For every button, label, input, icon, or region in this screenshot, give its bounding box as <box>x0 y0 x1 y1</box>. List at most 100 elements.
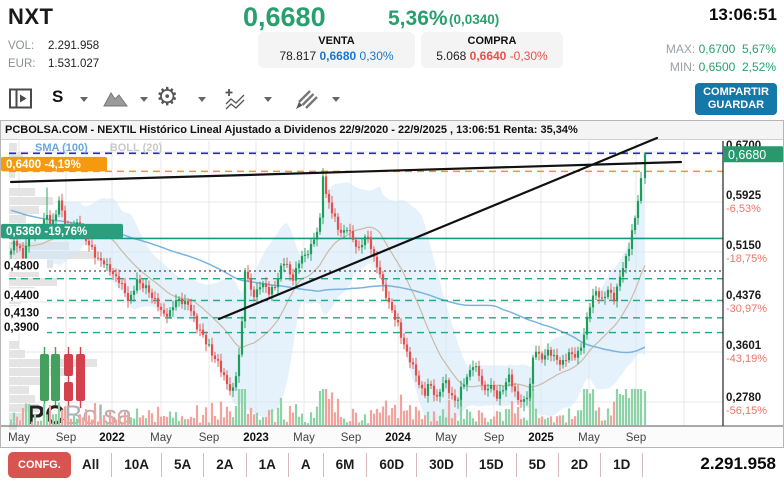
max-label: MAX: <box>665 42 696 56</box>
right-axis: 0,67000,5925-6,53%0,5150-18,75%0,4376-30… <box>726 140 767 417</box>
x-axis-strip <box>1 426 783 447</box>
vol-value: 2.291.958 <box>48 40 100 52</box>
add-indicator-icon[interactable] <box>224 88 250 117</box>
period-separator <box>465 453 467 477</box>
right-axis-percent: -18,75% <box>726 253 767 265</box>
settings-caret-icon[interactable] <box>198 97 206 102</box>
save-label: GUARDAR <box>707 99 765 111</box>
period-button-10a[interactable]: 10A <box>124 457 150 472</box>
chart-title: PCBOLSA.COM - NEXTIL Histórico Lineal Aj… <box>1 121 783 140</box>
bottom-bar: CONFG. All 10A 5A 2A 1A A 6M 60D 30D 15D 5D 2D 1D 2.… <box>0 448 784 483</box>
max-row: MAX: 0,6700 5,67% <box>666 42 776 56</box>
period-button-a[interactable]: A <box>300 457 311 472</box>
right-axis-value: 0,4376 <box>726 290 761 302</box>
x-tick-label: Sep <box>484 432 504 444</box>
x-tick-label: 2025 <box>528 432 554 444</box>
max-percent: 5,67% <box>741 42 776 56</box>
panel-toggle-icon[interactable] <box>8 86 34 117</box>
share-label: COMPARTIR <box>703 86 769 98</box>
period-separator <box>111 453 113 477</box>
period-button-1d[interactable]: 1D <box>613 457 631 472</box>
indicator-caret-icon[interactable] <box>264 97 272 102</box>
price-level-labels: 0,6400 -4,19% 0,5360 -19,76% 0,4800 0,4400 0… <box>1 156 123 334</box>
ask-quantity: 5.068 <box>436 49 467 63</box>
period-button-2a[interactable]: 2A <box>216 457 234 472</box>
period-separator <box>287 453 289 477</box>
period-button-60d[interactable]: 60D <box>379 457 405 472</box>
session-volume: 2.291.958 <box>700 454 776 473</box>
ask-title: COMPRA <box>467 35 517 47</box>
draw-pencil-icon[interactable] <box>292 87 320 116</box>
x-tick-label: May <box>578 432 600 444</box>
period-button-all[interactable]: All <box>82 457 100 472</box>
eur-value: 1.531.027 <box>48 58 100 70</box>
period-separator <box>557 453 559 477</box>
price-level-label: 0,4130 <box>4 307 39 319</box>
eur-row: EUR: 1.531.027 <box>8 58 99 70</box>
bid-quantity: 78.817 <box>279 49 317 63</box>
period-separator <box>245 453 247 477</box>
price-level-label: 0,4800 <box>4 261 39 273</box>
x-tick-label: May <box>435 432 457 444</box>
timeframe-button[interactable]: S <box>52 87 64 106</box>
x-tick-label: Sep <box>199 432 219 444</box>
bid-title: VENTA <box>318 35 355 47</box>
bid-percent: 0,30% <box>359 49 394 63</box>
period-separator <box>161 453 163 477</box>
ticker-symbol: NXT <box>8 4 54 29</box>
settings-gear-icon[interactable]: ⚙ <box>156 83 179 111</box>
period-button-5a[interactable]: 5A <box>174 457 192 472</box>
x-tick-label: May <box>293 432 315 444</box>
legend-boll: BOLL (20) <box>109 142 163 154</box>
min-percent: 2,52% <box>741 60 776 74</box>
bollinger-mid-line <box>10 224 646 388</box>
x-tick-label: Sep <box>56 432 76 444</box>
period-separator <box>642 453 644 477</box>
eur-label: EUR: <box>8 58 36 70</box>
right-axis-value: 0,5925 <box>726 190 762 202</box>
min-value: 0,6500 <box>698 60 736 74</box>
chart-container: PCBOLSA.COM - NEXTIL Histórico Lineal Aj… <box>0 120 784 448</box>
period-button-5d[interactable]: 5D <box>528 457 546 472</box>
x-tick-label: 2022 <box>99 432 125 444</box>
right-axis-value: 0,3601 <box>726 340 762 352</box>
period-button-2d[interactable]: 2D <box>570 457 589 472</box>
current-price-marker: 0,6680 <box>723 146 783 163</box>
timeframe-caret-icon[interactable] <box>80 97 88 102</box>
chart-type-caret-icon[interactable] <box>140 97 148 102</box>
alarm-label: 0,6400 -4,19% <box>6 159 81 171</box>
config-button[interactable]: CONFG. <box>8 452 71 478</box>
chart-type-icon[interactable] <box>102 86 130 115</box>
current-price-label: 0,6680 <box>728 148 766 162</box>
period-button-15d[interactable]: 15D <box>478 457 504 472</box>
right-axis-value: 0,5150 <box>726 240 761 252</box>
period-button-1a[interactable]: 1A <box>258 457 276 472</box>
vol-label: VOL: <box>8 40 35 52</box>
x-tick-label: Sep <box>626 432 646 444</box>
bid-price: 0,6680 <box>319 49 357 63</box>
legend-sma: SMA (100) <box>35 142 88 154</box>
price-level-label: 0,4400 <box>4 290 39 302</box>
share-save-button[interactable]: COMPARTIR GUARDAR <box>695 83 777 115</box>
period-separator <box>322 453 324 477</box>
period-separator <box>416 453 418 477</box>
bid-panel: VENTA 78.817 0,6680 0,30% <box>258 32 415 68</box>
x-tick-label: Sep <box>341 432 361 444</box>
x-tick-label: May <box>150 432 172 444</box>
price-level-label: 0,3900 <box>4 322 39 334</box>
volume-row: VOL: 2.291.958 <box>8 40 99 52</box>
right-axis-percent: -6,53% <box>726 203 761 215</box>
x-tick-label: 2024 <box>385 432 411 444</box>
period-button-6m[interactable]: 6M <box>335 457 355 472</box>
right-axis-percent: -30,97% <box>726 303 767 315</box>
change-percent: 5,36% <box>388 7 448 30</box>
x-axis-labels: May Sep 2022 May Sep 2023 May Sep 2024 May Sep 2025… <box>8 432 646 444</box>
period-separator <box>203 453 205 477</box>
volume-bars <box>9 389 647 425</box>
period-button-30d[interactable]: 30D <box>429 457 454 472</box>
draw-caret-icon[interactable] <box>332 97 340 102</box>
min-row: MIN: 0,6500 2,52% <box>670 60 776 74</box>
min-label: MIN: <box>669 60 696 74</box>
alarm-label: 0,5360 -19,76% <box>6 226 87 238</box>
